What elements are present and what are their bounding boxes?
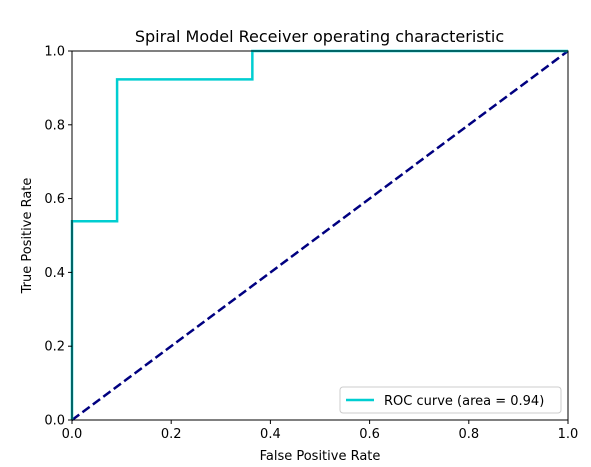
legend-label: ROC curve (area = 0.94) [384, 394, 544, 409]
y-axis: 0.0 0.2 0.4 0.6 0.8 1.0 [44, 45, 72, 429]
y-tick-label: 0.6 [44, 192, 65, 207]
x-tick-label: 0.0 [62, 427, 83, 442]
y-tick-label: 0.8 [44, 118, 65, 133]
x-tick-label: 1.0 [558, 427, 579, 442]
plot-area [70, 49, 569, 422]
x-tick-label: 0.8 [458, 427, 479, 442]
y-tick-label: 1.0 [44, 45, 65, 60]
legend: ROC curve (area = 0.94) [339, 386, 562, 414]
y-axis-label: True Positive Rate [20, 178, 35, 295]
x-tick-label: 0.2 [161, 427, 182, 442]
x-tick-label: 0.6 [359, 427, 380, 442]
chance-diagonal-line [71, 49, 569, 422]
x-axis-label: False Positive Rate [260, 449, 381, 464]
x-tick-label: 0.4 [260, 427, 281, 442]
y-tick-label: 0.0 [44, 414, 65, 429]
y-tick-label: 0.2 [44, 340, 65, 355]
y-tick-label: 0.4 [44, 266, 65, 281]
chart-title: Spiral Model Receiver operating characte… [135, 27, 504, 46]
x-axis: 0.0 0.2 0.4 0.6 0.8 1.0 [62, 420, 579, 442]
plot-frame [71, 50, 569, 421]
legend-box [339, 386, 562, 414]
